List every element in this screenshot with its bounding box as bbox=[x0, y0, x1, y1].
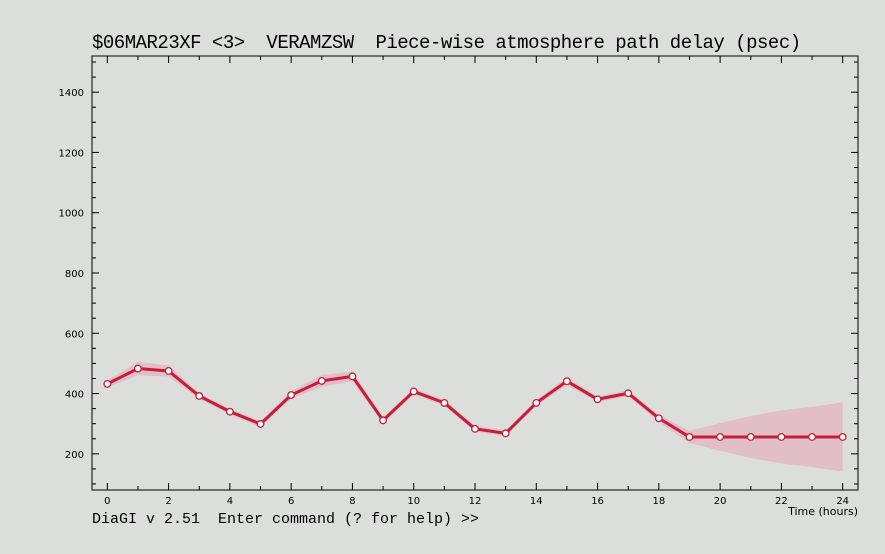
x-tick-label: 14 bbox=[530, 496, 543, 507]
data-point bbox=[164, 367, 173, 375]
data-point bbox=[501, 429, 510, 438]
error-band bbox=[107, 361, 843, 472]
x-tick-label: 16 bbox=[591, 496, 604, 507]
data-point bbox=[317, 376, 326, 385]
data-point bbox=[838, 433, 847, 441]
y-tick-label: 400 bbox=[65, 390, 84, 401]
x-tick-label: 20 bbox=[714, 496, 727, 507]
x-tick-label: 10 bbox=[407, 496, 420, 507]
data-point bbox=[624, 389, 633, 398]
data-point bbox=[777, 433, 786, 441]
x-tick-label: 18 bbox=[652, 496, 665, 507]
data-point bbox=[195, 392, 204, 400]
data-point bbox=[440, 398, 449, 407]
data-point bbox=[134, 364, 142, 373]
data-point bbox=[746, 433, 755, 441]
data-point bbox=[471, 424, 479, 433]
y-tick-label: 1200 bbox=[59, 148, 84, 159]
data-point bbox=[103, 379, 112, 388]
y-tick-label: 1400 bbox=[59, 88, 84, 99]
y-tick-label: 200 bbox=[65, 450, 84, 461]
x-tick-label: 2 bbox=[165, 496, 171, 507]
x-tick-label: 4 bbox=[227, 496, 233, 507]
data-point bbox=[287, 391, 296, 400]
y-tick-label: 800 bbox=[65, 269, 84, 280]
data-point bbox=[379, 416, 388, 425]
data-point bbox=[716, 433, 725, 441]
data-point bbox=[593, 395, 602, 404]
command-prompt[interactable]: DiaGI v 2.51 Enter command (? for help) … bbox=[92, 511, 480, 528]
data-point bbox=[685, 433, 694, 441]
x-tick-label: 22 bbox=[775, 496, 788, 507]
data-point bbox=[654, 414, 663, 423]
data-point bbox=[808, 433, 816, 441]
data-point bbox=[348, 372, 357, 381]
data-point bbox=[225, 407, 234, 416]
plot-title: $06MAR23XF <3> VERAMZSW Piece-wise atmos… bbox=[92, 32, 801, 54]
data-point bbox=[409, 387, 418, 396]
data-point bbox=[256, 420, 265, 428]
x-tick-label: 0 bbox=[104, 496, 110, 507]
y-tick-label: 600 bbox=[65, 329, 84, 340]
x-axis-label: Time (hours) bbox=[787, 505, 858, 518]
data-point bbox=[532, 398, 541, 407]
data-point bbox=[562, 377, 571, 386]
x-tick-label: 12 bbox=[469, 496, 482, 507]
x-tick-label: 6 bbox=[288, 496, 294, 507]
x-tick-label: 8 bbox=[349, 496, 355, 507]
y-tick-label: 1000 bbox=[59, 209, 84, 220]
x-tick-label: 24 bbox=[836, 496, 849, 507]
